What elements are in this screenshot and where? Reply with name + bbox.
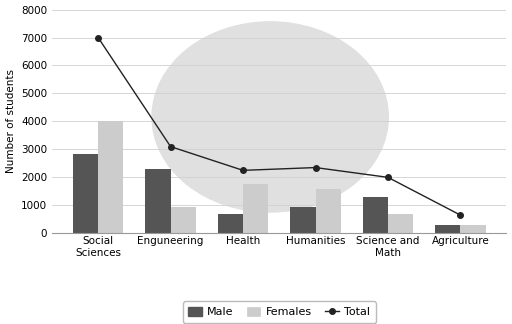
Bar — [98, 122, 123, 233]
Bar — [435, 225, 460, 233]
Bar — [290, 207, 315, 233]
Bar — [460, 225, 486, 233]
Bar — [218, 214, 243, 233]
Bar — [243, 184, 268, 233]
Bar — [362, 197, 388, 233]
Bar — [388, 214, 413, 233]
Bar — [170, 207, 196, 233]
Bar — [73, 154, 98, 233]
Bar — [145, 169, 170, 233]
Y-axis label: Number of students: Number of students — [6, 69, 15, 173]
Legend: Male, Females, Total: Male, Females, Total — [183, 301, 376, 323]
Bar — [315, 189, 341, 233]
Ellipse shape — [152, 22, 388, 212]
